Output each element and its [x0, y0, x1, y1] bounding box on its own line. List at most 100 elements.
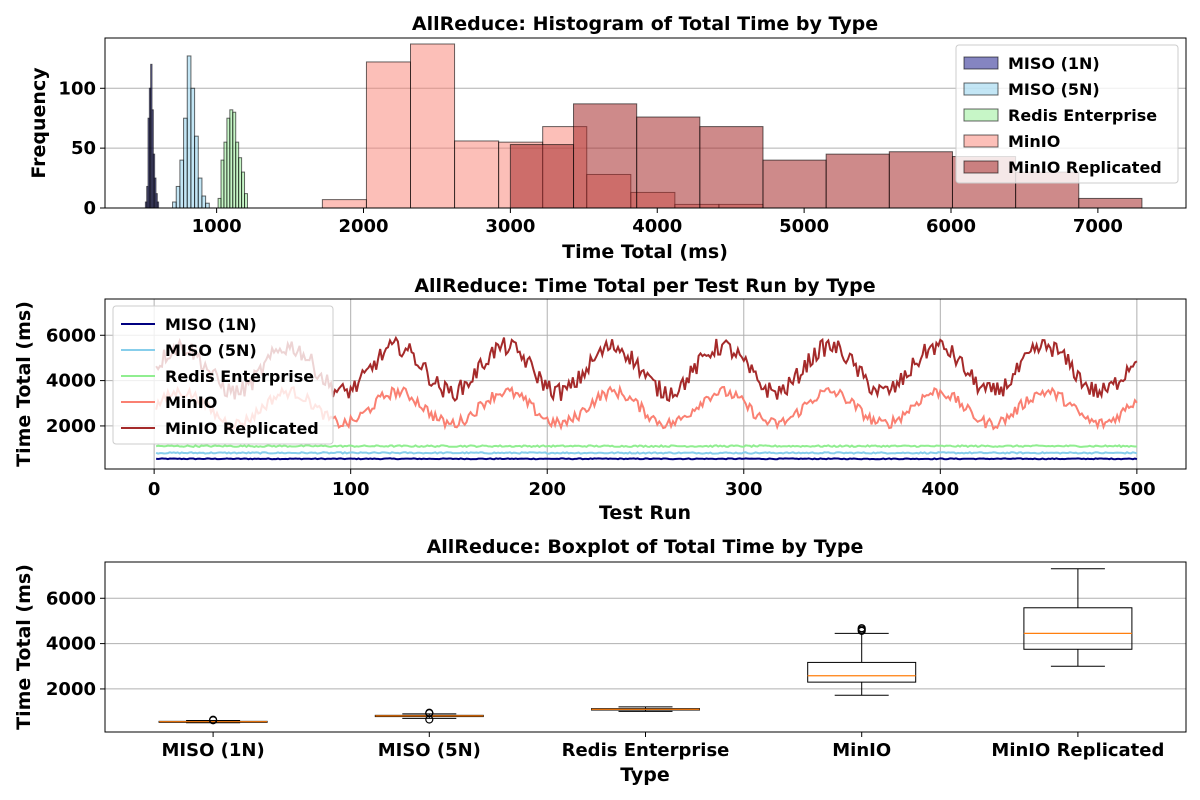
box-minio [807, 624, 917, 696]
legend-box [112, 305, 334, 445]
x-tick-label: MISO (5N) [378, 740, 481, 761]
legend-label: MinIO Replicated [1008, 158, 1162, 177]
legend-label: MISO (5N) [165, 341, 257, 360]
histogram-bar [175, 185, 181, 209]
histogram-bar [190, 87, 196, 209]
histogram-bar [762, 159, 827, 209]
boxplot-boxes [158, 568, 1133, 725]
boxplot-y-ticks: 2000 4000 6000 [46, 588, 105, 700]
x-tick-label: 7000 [1073, 216, 1123, 237]
x-tick-label: 500 [1118, 479, 1156, 500]
x-tick-label: MISO (1N) [162, 740, 265, 761]
line-axes-frame [104, 298, 1187, 470]
x-tick-label: 5000 [779, 216, 829, 237]
histogram-bar [194, 135, 199, 209]
histogram-bar [410, 43, 456, 209]
histogram-bar [699, 126, 764, 209]
legend-swatch [963, 82, 999, 96]
histogram-bar [509, 144, 575, 209]
x-tick-label: 400 [922, 479, 960, 500]
histogram-bar [888, 151, 953, 209]
x-tick-label: 300 [725, 479, 763, 500]
boxplot-x-ticks: MISO (1N) MISO (5N) Redis Enterprise MinIO M… [162, 732, 1164, 761]
legend-label: MISO (1N) [1008, 54, 1100, 73]
legend-label: MISO (1N) [165, 315, 257, 334]
histogram-series-redis-enterprise [217, 109, 248, 209]
line-title: AllReduce: Time Total per Test Run by Ty… [414, 275, 875, 297]
histogram-bar [636, 116, 701, 209]
histogram-bar [321, 199, 367, 209]
line-series-redis-enterprise [155, 444, 1137, 449]
histogram-bar [186, 55, 192, 209]
histogram-bar [205, 202, 210, 209]
histogram-y-label: Frequency [28, 67, 50, 179]
y-tick-label: 0 [83, 198, 96, 219]
box-redis-enterprise [591, 706, 700, 712]
x-tick-label: 2000 [338, 216, 388, 237]
y-tick-label: 6000 [46, 588, 96, 609]
boxplot-gridlines [105, 597, 1186, 690]
x-tick-label: 1000 [192, 216, 242, 237]
histogram-bar [179, 159, 185, 209]
y-tick-label: 50 [71, 138, 96, 159]
histogram-legend: MISO (1N) MISO (5N) Redis Enterprise MinIO M… [955, 44, 1179, 184]
boxplot-x-label: Type [620, 764, 670, 786]
box-miso-5n [374, 708, 484, 724]
line-y-label: Time Total (ms) [13, 301, 35, 467]
x-tick-label: 200 [528, 479, 566, 500]
line-y-ticks: 2000 4000 6000 [46, 325, 105, 437]
y-tick-label: 4000 [46, 371, 96, 392]
histogram-bar [573, 103, 638, 209]
histogram-bar [197, 177, 203, 209]
line-series-miso-5n [155, 451, 1138, 455]
histogram-bar [244, 193, 248, 209]
legend-label: MinIO [1008, 132, 1060, 151]
line-x-label: Test Run [599, 502, 691, 524]
line-legend: MISO (1N) MISO (5N) Redis Enterprise MinIO M… [112, 305, 334, 445]
y-tick-label: 6000 [46, 325, 96, 346]
legend-swatch [963, 108, 999, 122]
histogram-bar [454, 140, 500, 209]
box-body [807, 661, 917, 683]
outlier-point [425, 708, 434, 717]
y-tick-label: 2000 [46, 416, 96, 437]
y-tick-label: 2000 [46, 679, 96, 700]
legend-box [955, 44, 1179, 184]
histogram-x-ticks: 1000 2000 3000 4000 5000 6000 7000 [192, 208, 1123, 237]
histogram-panel: AllReduce: Histogram of Total Time by Ty… [28, 13, 1187, 263]
box-minio-replicated [1023, 568, 1133, 667]
legend-label: Redis Enterprise [1008, 106, 1157, 125]
line-panel: AllReduce: Time Total per Test Run by Ty… [13, 275, 1187, 524]
legend-swatch [963, 56, 999, 70]
legend-label: MISO (5N) [1008, 80, 1100, 99]
histogram-x-label: Time Total (ms) [562, 241, 728, 263]
outlier-point [209, 715, 218, 724]
x-tick-label: MinIO Replicated [991, 740, 1164, 761]
legend-label: MinIO [165, 393, 217, 412]
boxplot-panel: AllReduce: Boxplot of Total Time by Type… [13, 536, 1187, 786]
y-tick-label: 100 [58, 78, 96, 99]
x-tick-label: 4000 [632, 216, 682, 237]
x-tick-label: Redis Enterprise [562, 740, 730, 761]
y-tick-label: 4000 [46, 634, 96, 655]
histogram-bar [825, 153, 890, 209]
legend-label: MinIO Replicated [165, 419, 319, 438]
histogram-bar [1078, 197, 1143, 209]
histogram-bar [183, 117, 188, 209]
histogram-bar [172, 201, 177, 209]
x-tick-label: 0 [148, 479, 161, 500]
boxplot-y-label: Time Total (ms) [13, 564, 35, 730]
legend-swatch [963, 160, 999, 174]
x-tick-label: 6000 [926, 216, 976, 237]
x-tick-label: MinIO [832, 740, 891, 761]
legend-swatch [963, 134, 999, 148]
histogram-title: AllReduce: Histogram of Total Time by Ty… [412, 13, 878, 35]
histogram-series-miso-5n [172, 55, 210, 209]
box-body [1023, 607, 1133, 650]
legend-label: Redis Enterprise [165, 367, 314, 386]
box-miso-1n [158, 715, 268, 725]
boxplot-title: AllReduce: Boxplot of Total Time by Type [427, 536, 864, 558]
histogram-axes-frame [104, 37, 1187, 209]
histogram-bar [156, 201, 160, 209]
